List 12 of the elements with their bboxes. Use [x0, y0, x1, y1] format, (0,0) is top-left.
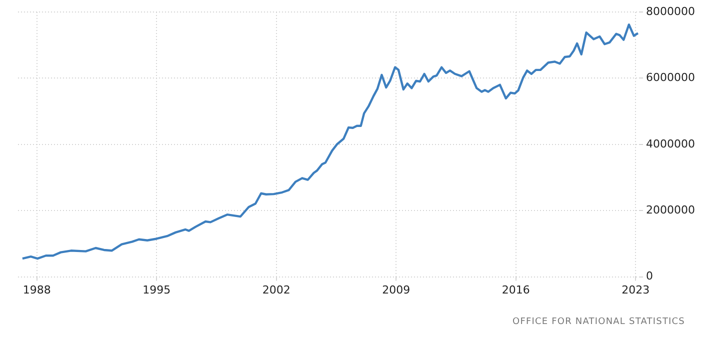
y-tick-label: 2000000 [646, 203, 696, 216]
text: OFFICE FOR NATIONAL STATISTICS [512, 317, 685, 327]
y-tick-label: 8000000 [646, 4, 696, 18]
x-tick-label: 2023 [622, 283, 650, 296]
x-tick-label: 1995 [142, 283, 171, 296]
x-tick-label: 2016 [502, 283, 530, 296]
x-tick-label: 2002 [262, 283, 290, 296]
y-tick-label: 6000000 [646, 71, 696, 84]
x-tick-label: 1988 [22, 283, 51, 296]
y-tick-label: 0 [646, 270, 654, 283]
x-tick-label: 2009 [382, 283, 410, 296]
y-tick-label: 4000000 [646, 137, 696, 150]
